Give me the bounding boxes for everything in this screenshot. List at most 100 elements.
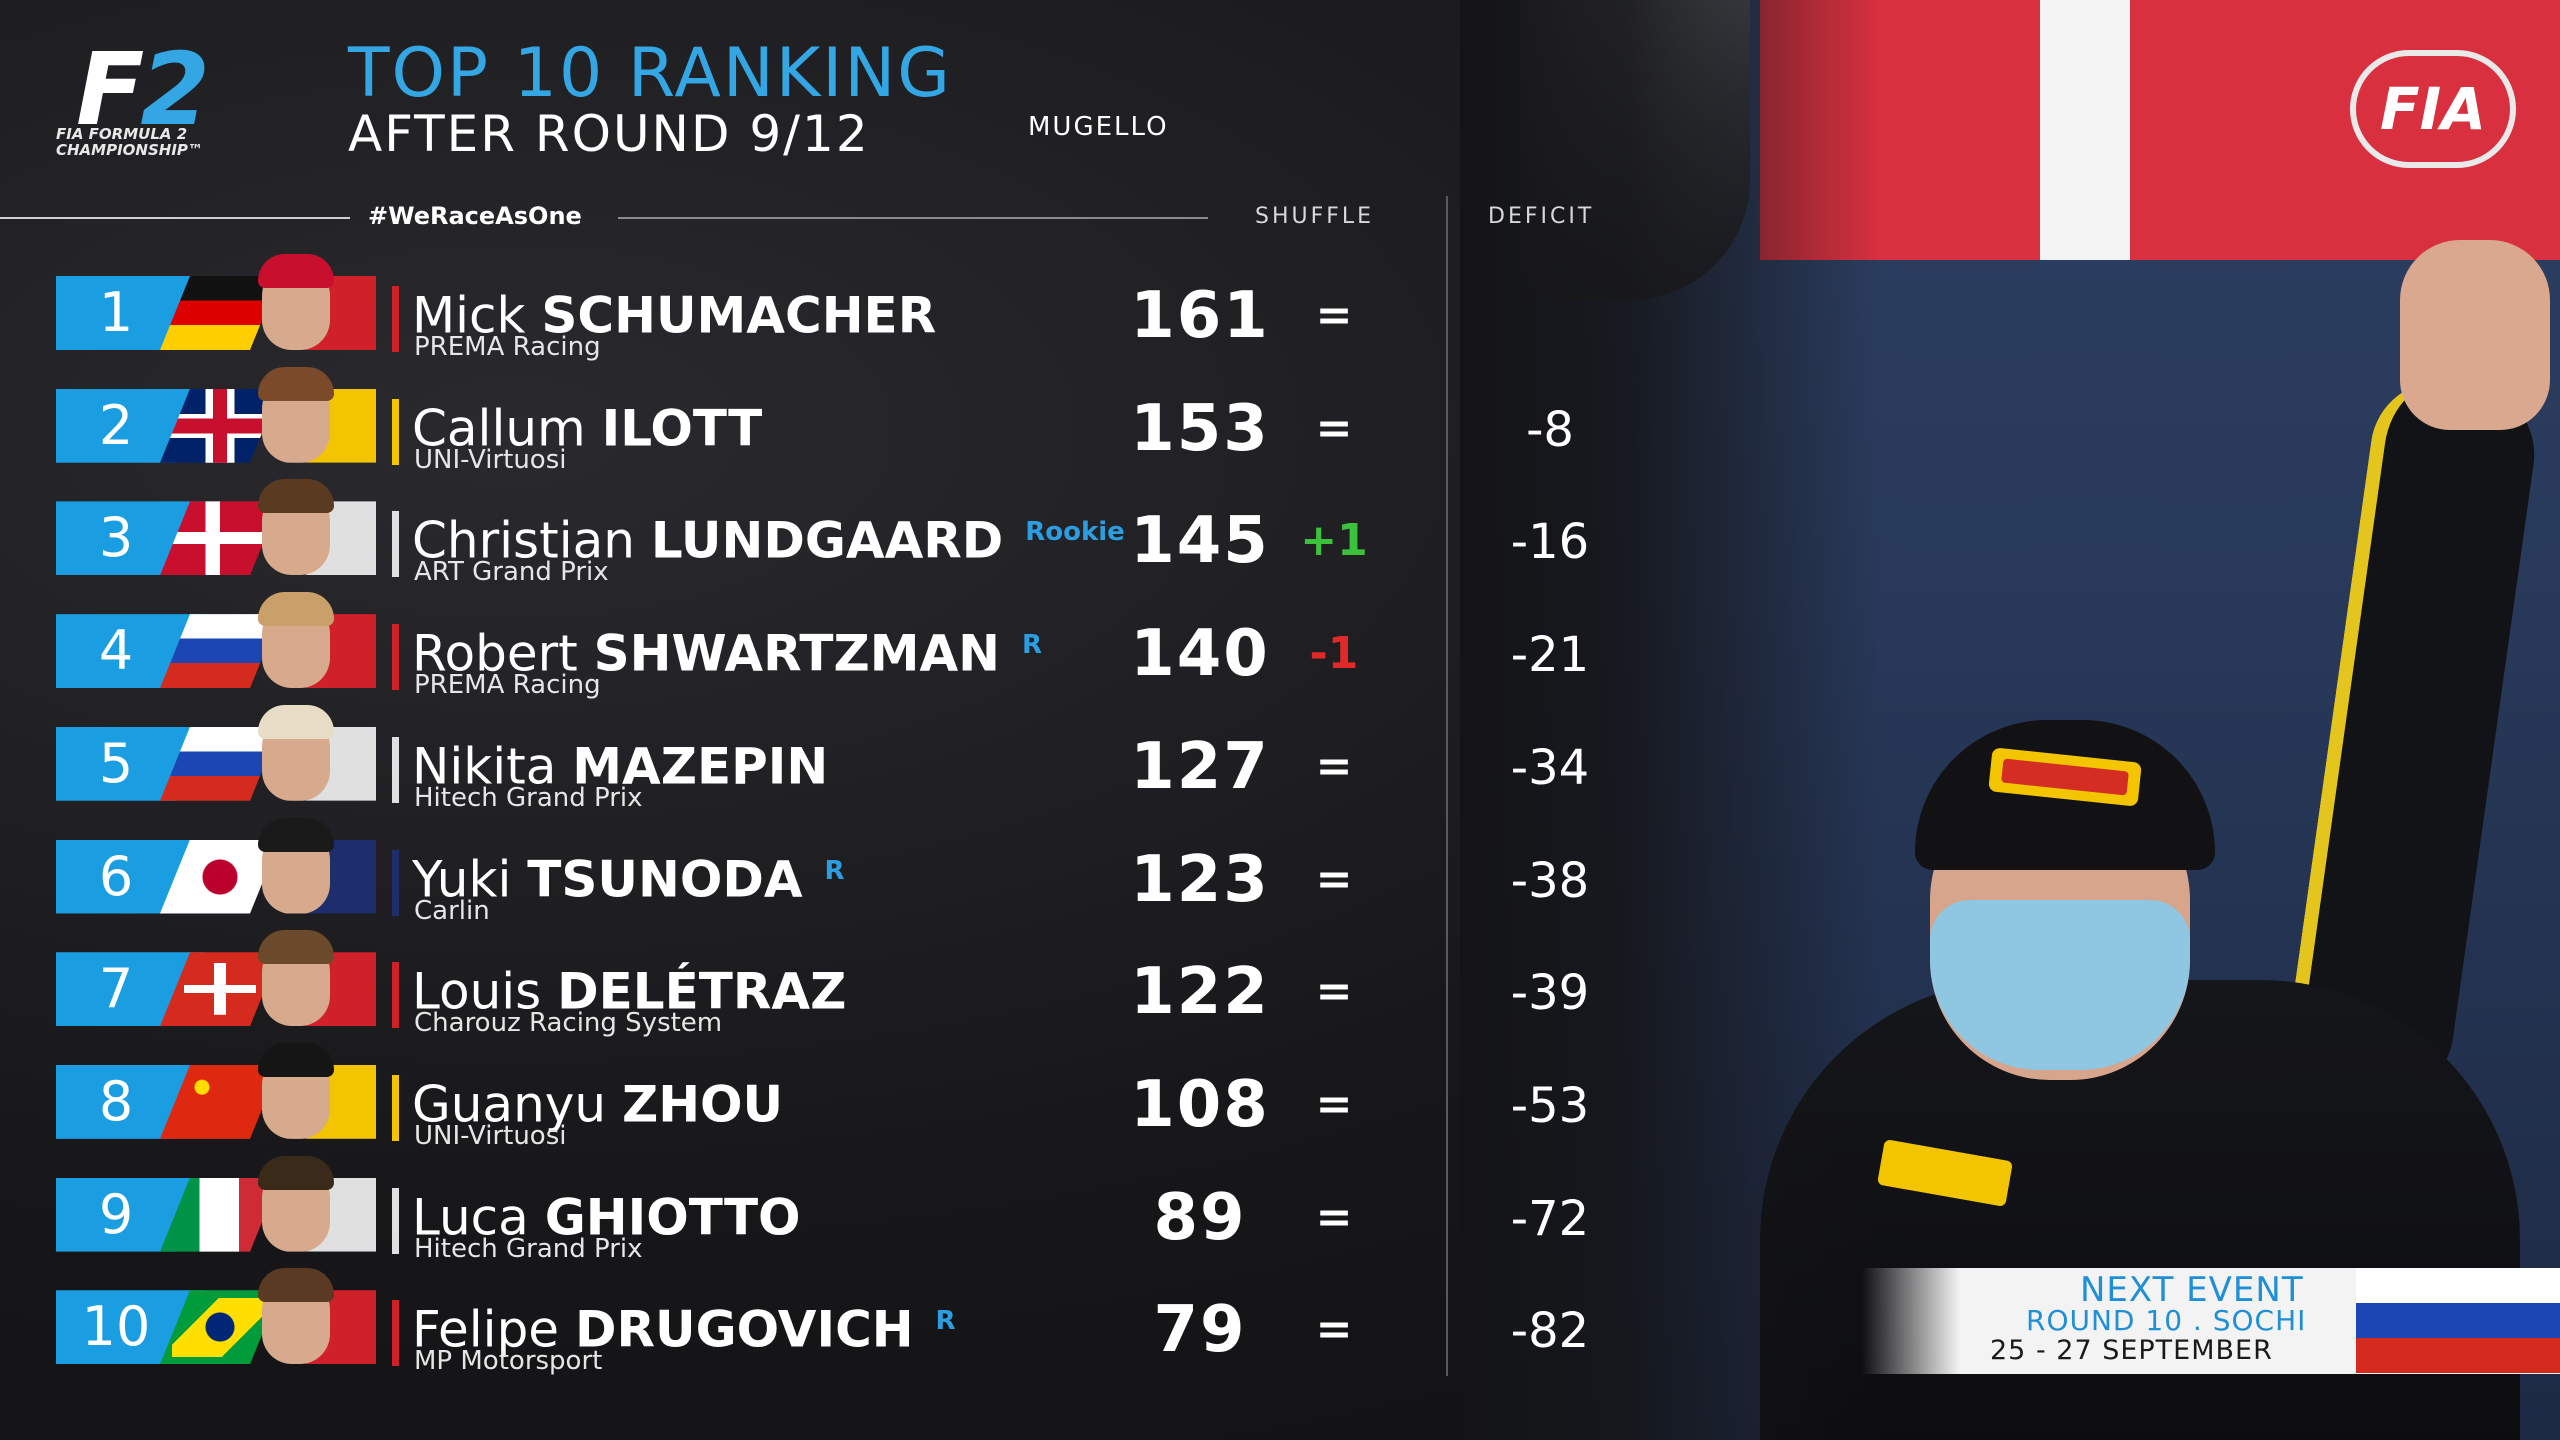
position-number: 10 — [81, 1295, 151, 1359]
location-label: MUGELLO — [1028, 112, 1169, 142]
points-deficit: -72 — [1510, 1190, 1590, 1247]
driver-photo — [236, 1264, 376, 1365]
driver-first-name: Felipe — [412, 1300, 560, 1359]
table-row: 1 Mick SCHUMACHER PREMA Racing 161 = — [0, 250, 1640, 362]
points: 161 — [1130, 279, 1270, 353]
team-name: UNI-Virtuosi — [414, 1120, 567, 1151]
position-change: = — [1315, 740, 1353, 792]
position-change: +1 — [1300, 515, 1368, 567]
driver-photo-hair — [258, 704, 334, 739]
position-change: = — [1315, 402, 1353, 454]
driver-photo-hair — [258, 817, 334, 852]
team-name: Charouz Racing System — [414, 1008, 723, 1039]
team-color-bar — [392, 736, 399, 803]
points-deficit: -34 — [1510, 739, 1590, 796]
f2-logo-text: FIA FORMULA 2 CHAMPIONSHIP™ — [56, 125, 203, 159]
photo-fade — [1460, 0, 1880, 1440]
driver-photo — [236, 1152, 376, 1252]
team-color-bar — [392, 1187, 399, 1254]
driver-name: Nikita MAZEPIN — [412, 729, 834, 796]
position-number: 6 — [98, 844, 134, 908]
driver-first-name: Christian — [412, 512, 635, 571]
team-color-bar — [392, 962, 399, 1029]
team-name: ART Grand Prix — [414, 557, 609, 588]
points-deficit: -21 — [1510, 627, 1590, 684]
danish-flag-white — [2040, 0, 2130, 260]
deficit-column-header: DEFICIT — [1488, 204, 1595, 229]
position-change: -1 — [1309, 628, 1359, 680]
raised-fist — [2400, 240, 2550, 430]
driver-name: Robert SHWARTZMAN R — [412, 616, 1042, 683]
driver-name: Felipe DRUGOVICH R — [412, 1292, 956, 1359]
table-row: 9 Luca GHIOTTO Hitech Grand Prix 89 = -7… — [0, 1152, 1640, 1264]
team-color-bar — [392, 1074, 399, 1141]
driver-first-name: Luca — [412, 1188, 529, 1247]
driver-last-name: DELÉTRAZ — [557, 962, 847, 1021]
points: 140 — [1130, 617, 1270, 692]
team-name: MP Motorsport — [414, 1346, 603, 1377]
next-event-flag — [2356, 1268, 2560, 1374]
position-number: 4 — [98, 619, 134, 683]
rookie-badge: R — [935, 1306, 956, 1337]
team-color-bar — [392, 849, 399, 916]
driver-first-name: Louis — [412, 962, 542, 1021]
driver-photo — [236, 363, 376, 463]
driver-first-name: Nikita — [412, 737, 557, 796]
points-deficit: -38 — [1510, 852, 1590, 909]
driver-name: Yuki TSUNODA R — [412, 842, 845, 908]
page-subtitle: AFTER ROUND 9/12 — [348, 105, 870, 163]
driver-name: Christian LUNDGAARD Rookie — [412, 503, 1125, 570]
driver-first-name: Guanyu — [412, 1075, 607, 1134]
driver-photo-hair — [258, 592, 334, 627]
team-color-bar — [392, 511, 399, 578]
shuffle-column-header: SHUFFLE — [1255, 204, 1375, 229]
driver-last-name: ZHOU — [621, 1075, 784, 1134]
position-number: 9 — [98, 1182, 134, 1246]
points-deficit: -8 — [1526, 401, 1574, 458]
rookie-badge: R — [1021, 630, 1042, 661]
points-deficit: -39 — [1510, 965, 1590, 1022]
position-number: 8 — [98, 1069, 134, 1133]
points: 123 — [1130, 842, 1270, 917]
position-number: 1 — [98, 281, 134, 344]
driver-photo — [236, 701, 376, 801]
points: 89 — [1153, 1180, 1247, 1255]
team-name: Hitech Grand Prix — [414, 1233, 643, 1264]
danish-flag-red — [1760, 0, 2560, 260]
table-row: 6 Yuki TSUNODA R Carlin 123 = -38 — [0, 814, 1640, 926]
points: 145 — [1130, 504, 1270, 579]
table-row: 3 Christian LUNDGAARD Rookie ART Grand P… — [0, 475, 1640, 587]
position-change: = — [1315, 966, 1353, 1018]
team-name: PREMA Racing — [414, 332, 601, 362]
driver-photo-hair — [258, 254, 334, 288]
points: 108 — [1130, 1067, 1270, 1142]
driver-last-name: MAZEPIN — [572, 737, 829, 796]
driver-name: Louis DELÉTRAZ — [412, 954, 852, 1021]
team-color-bar — [392, 398, 399, 465]
position-change: = — [1315, 1191, 1353, 1243]
driver-photo — [236, 1039, 376, 1139]
team-color-bar — [392, 286, 399, 352]
position-change: = — [1315, 290, 1353, 341]
driver-photo — [236, 814, 376, 914]
header-rule-left — [0, 217, 350, 219]
driver-last-name: DRUGOVICH — [574, 1300, 914, 1359]
table-row: 4 Robert SHWARTZMAN R PREMA Racing 140 -… — [0, 588, 1640, 700]
table-row: 7 Louis DELÉTRAZ Charouz Racing System 1… — [0, 926, 1640, 1038]
rookie-badge: R — [824, 855, 845, 886]
driver-last-name: LUNDGAARD — [650, 512, 1004, 571]
points: 127 — [1130, 729, 1270, 804]
team-name: Hitech Grand Prix — [414, 782, 643, 813]
table-row: 2 Callum ILOTT UNI-Virtuosi 153 = -8 — [0, 363, 1640, 475]
next-event-round: ROUND 10 . SOCHI — [2026, 1304, 2307, 1337]
driver-name: Callum ILOTT — [412, 391, 768, 458]
driver-photo-hair — [258, 1268, 334, 1303]
position-change: = — [1315, 853, 1353, 905]
driver-photo — [236, 475, 376, 576]
driver-name: Guanyu ZHOU — [412, 1067, 789, 1134]
points: 79 — [1153, 1293, 1247, 1368]
driver-name: Mick SCHUMACHER — [412, 278, 942, 345]
driver-last-name: SHWARTZMAN — [593, 624, 1001, 683]
driver-photo-hair — [258, 1155, 334, 1190]
driver-first-name: Callum — [412, 399, 586, 458]
